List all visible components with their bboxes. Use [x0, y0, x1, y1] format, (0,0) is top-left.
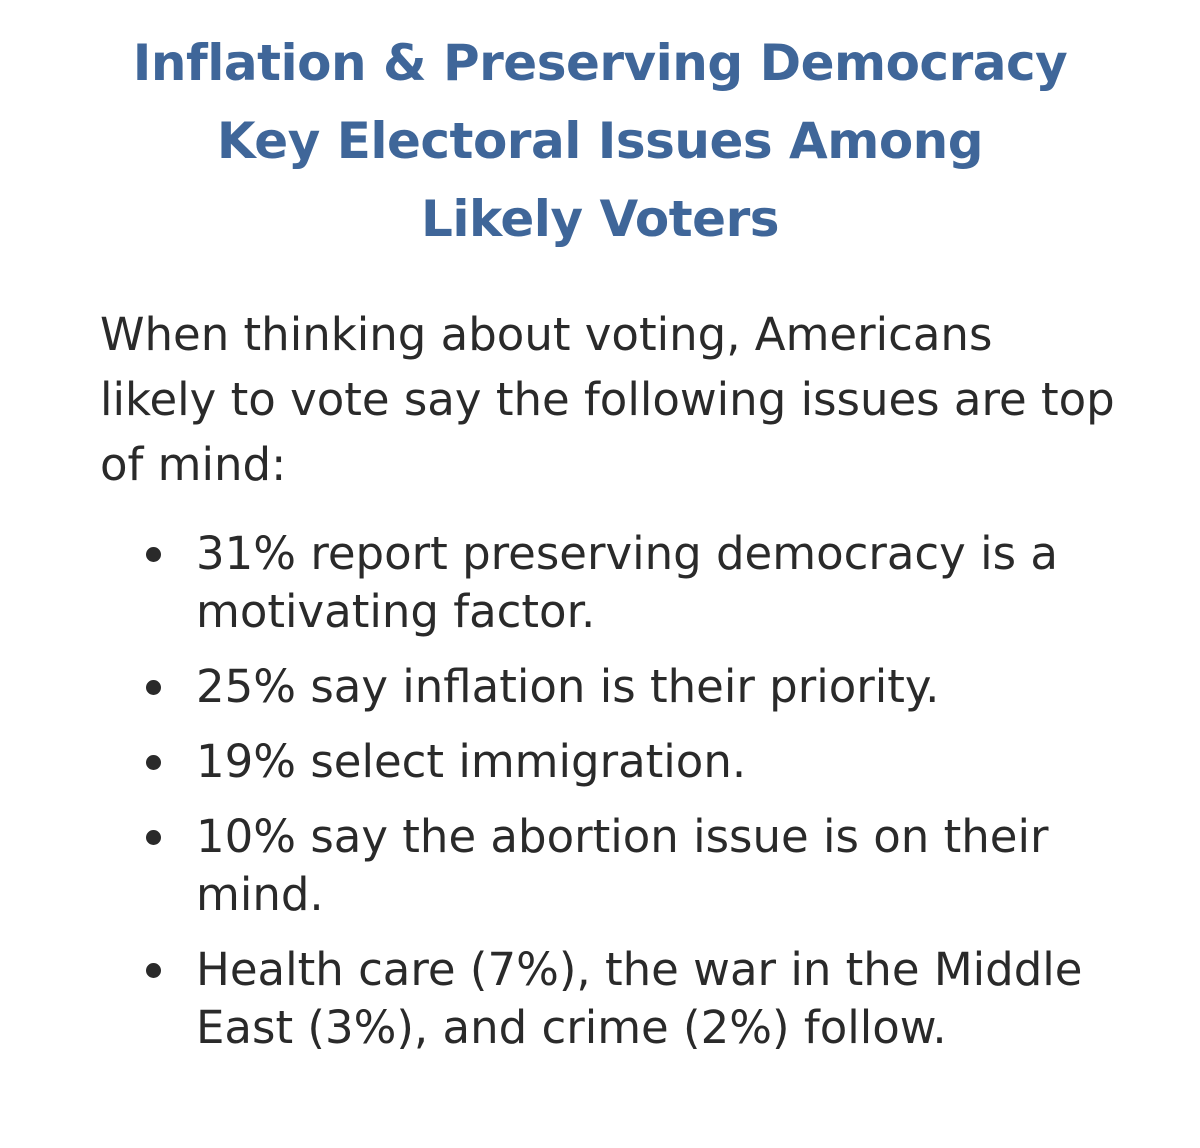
list-item-text: 25% say inflation is their priority.	[196, 660, 940, 713]
list-item-text: 19% select immigration.	[196, 735, 747, 788]
title-line-1: Inflation & Preserving Democracy	[132, 34, 1068, 92]
list-item: Health care (7%), the war in the Middle …	[100, 941, 1100, 1057]
bullet-icon	[146, 680, 161, 695]
title-line-3: Likely Voters	[420, 190, 780, 248]
list-item-text: Health care (7%), the war in the Middle …	[196, 943, 1083, 1054]
title-line-2: Key Electoral Issues Among	[216, 112, 984, 170]
bullet-icon	[146, 547, 161, 562]
bullet-icon	[146, 755, 161, 770]
list-item: 19% select immigration.	[100, 733, 1100, 791]
list-item: 10% say the abortion issue is on their m…	[100, 808, 1100, 924]
list-item-text: 31% report preserving democracy is a mot…	[196, 527, 1058, 638]
issues-list: 31% report preserving democracy is a mot…	[100, 525, 1100, 1074]
list-item-text: 10% say the abortion issue is on their m…	[196, 810, 1049, 921]
page-title: Inflation & Preserving Democracy Key Ele…	[60, 24, 1140, 258]
bullet-icon	[146, 963, 161, 978]
list-item: 25% say inflation is their priority.	[100, 658, 1100, 716]
bullet-icon	[146, 830, 161, 845]
list-item: 31% report preserving democracy is a mot…	[100, 525, 1100, 641]
intro-paragraph: When thinking about voting, Americans li…	[100, 308, 1115, 491]
